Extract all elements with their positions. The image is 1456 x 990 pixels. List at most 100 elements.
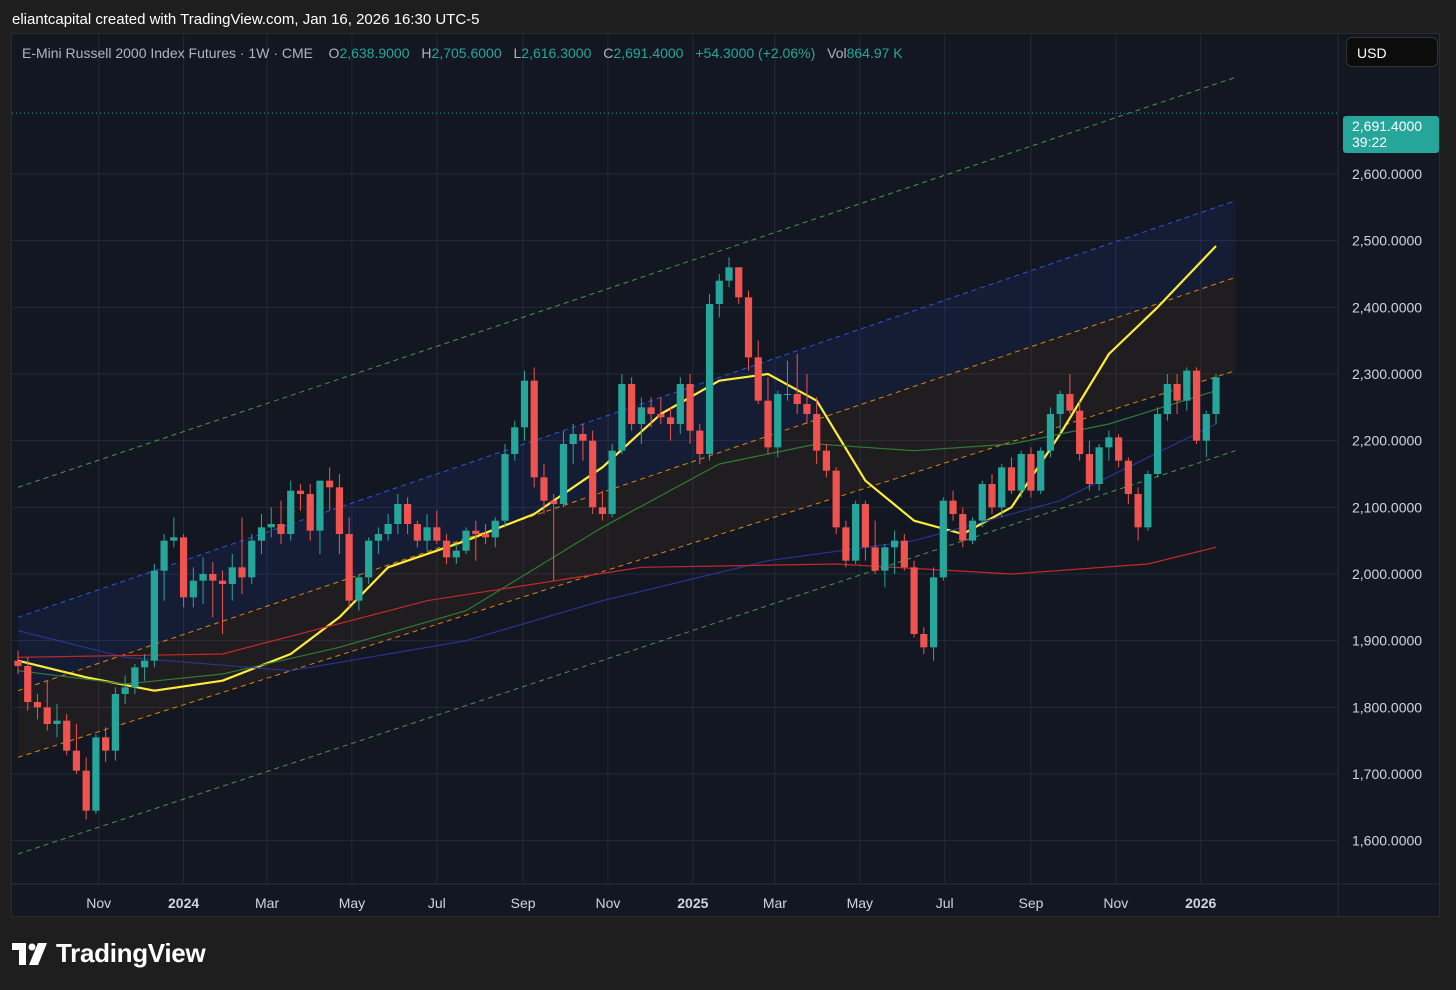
candle-body bbox=[822, 450, 831, 471]
candle bbox=[900, 534, 908, 571]
candle-body bbox=[881, 547, 889, 571]
candle-body bbox=[141, 660, 149, 668]
time-axis: Nov 2024 Mar May Jul Sep Nov 2025 Mar May Jul Sep No… bbox=[86, 895, 1216, 911]
candle bbox=[715, 274, 723, 318]
time-tick-label: Sep bbox=[511, 895, 536, 911]
candle-body bbox=[199, 574, 207, 581]
candle-body bbox=[160, 540, 168, 571]
candle bbox=[832, 467, 840, 534]
candle-body bbox=[929, 577, 938, 648]
bar-countdown: 39:22 bbox=[1352, 134, 1388, 150]
candle bbox=[598, 490, 606, 521]
candle bbox=[686, 374, 694, 444]
candle-body bbox=[365, 540, 373, 578]
candle bbox=[988, 474, 996, 514]
candle-body bbox=[384, 524, 392, 534]
candle-body bbox=[735, 267, 743, 298]
candle-body bbox=[550, 500, 558, 504]
candle bbox=[394, 494, 402, 534]
candle-body bbox=[1037, 450, 1045, 491]
candle-body bbox=[296, 490, 305, 494]
candle-body bbox=[813, 414, 821, 451]
candle bbox=[141, 654, 149, 681]
candle bbox=[1124, 457, 1132, 504]
candle-body bbox=[335, 487, 344, 534]
candle bbox=[189, 567, 197, 608]
price-tick-label: 1,800.0000 bbox=[1352, 699, 1422, 715]
candle bbox=[774, 390, 782, 458]
price-tick-label: 2,400.0000 bbox=[1352, 299, 1422, 315]
candle bbox=[530, 367, 538, 488]
candle bbox=[374, 527, 382, 554]
tradingview-logo[interactable]: TradingView bbox=[12, 938, 206, 969]
candle bbox=[170, 517, 178, 548]
candle-body bbox=[852, 504, 860, 561]
candle-body bbox=[871, 547, 879, 571]
candle-body bbox=[218, 580, 227, 584]
candle-body bbox=[657, 414, 665, 418]
candle-body bbox=[209, 574, 217, 581]
candle-body bbox=[179, 537, 188, 598]
moving-average-line bbox=[17, 423, 1217, 672]
candle-body bbox=[647, 407, 655, 414]
currency-button[interactable]: USD bbox=[1346, 37, 1438, 67]
candle-body bbox=[939, 500, 947, 578]
low-value: 2,616.3000 bbox=[521, 45, 592, 61]
candle-body bbox=[988, 484, 996, 508]
candle-body bbox=[1017, 454, 1025, 491]
candle-body bbox=[433, 527, 441, 541]
candle bbox=[306, 484, 314, 541]
time-tick-label: Mar bbox=[763, 895, 787, 911]
candle bbox=[822, 444, 831, 478]
candle-body bbox=[14, 660, 22, 666]
candle bbox=[72, 724, 81, 774]
candle-body bbox=[1085, 454, 1093, 484]
candle bbox=[33, 694, 42, 720]
candle-body bbox=[832, 470, 840, 528]
time-tick-label: Jul bbox=[428, 895, 446, 911]
candle bbox=[228, 554, 236, 601]
high-label: H bbox=[421, 45, 432, 61]
candle-body bbox=[861, 504, 869, 548]
price-tick-label: 2,000.0000 bbox=[1352, 566, 1422, 582]
candle-body bbox=[666, 417, 675, 424]
candle bbox=[628, 377, 636, 431]
channel-line bbox=[17, 276, 1236, 692]
candle-body bbox=[404, 504, 412, 524]
tradingview-wordmark: TradingView bbox=[56, 938, 206, 968]
candle-body bbox=[803, 404, 811, 414]
candle bbox=[666, 407, 675, 441]
candle-body bbox=[394, 504, 402, 524]
candle-body bbox=[511, 427, 519, 454]
candle bbox=[861, 500, 869, 561]
candle-body bbox=[598, 507, 606, 514]
channel-line bbox=[17, 76, 1236, 488]
candle bbox=[871, 520, 879, 574]
price-tick-label: 2,100.0000 bbox=[1352, 499, 1422, 515]
candle bbox=[287, 480, 295, 541]
candle bbox=[218, 570, 227, 634]
candle bbox=[910, 560, 918, 638]
candle bbox=[579, 424, 587, 461]
candle-body bbox=[24, 666, 32, 702]
candle-body bbox=[1056, 394, 1064, 414]
candle bbox=[501, 444, 509, 528]
candle bbox=[1007, 457, 1016, 494]
candle-body bbox=[472, 530, 480, 534]
candle bbox=[696, 424, 704, 464]
candle-body bbox=[257, 527, 266, 541]
candle bbox=[43, 680, 51, 731]
candle-body bbox=[959, 514, 967, 541]
candle bbox=[404, 497, 412, 534]
symbol-title: E-Mini Russell 2000 Index Futures · 1W ·… bbox=[22, 45, 313, 61]
candle-body bbox=[774, 394, 782, 448]
candle-body bbox=[1144, 474, 1152, 528]
candle bbox=[335, 474, 344, 554]
candle bbox=[102, 727, 110, 762]
candle bbox=[520, 370, 529, 441]
candle-body bbox=[267, 524, 275, 528]
chart-canvas[interactable]: 1,600.0000 1,700.0000 1,800.0000 1,900.0000… bbox=[12, 34, 1440, 916]
candle-body bbox=[891, 540, 899, 548]
candle bbox=[1095, 444, 1103, 491]
candle bbox=[881, 544, 889, 588]
